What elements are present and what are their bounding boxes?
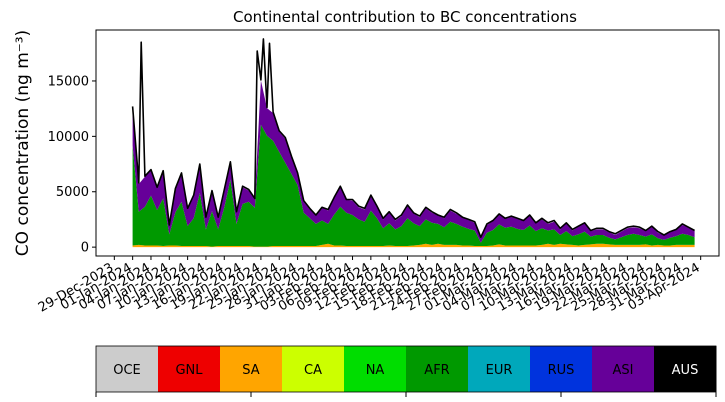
chart-title: Continental contribution to BC concentra… (233, 8, 577, 26)
area-afr (132, 124, 695, 247)
legend-label-gnl: GNL (175, 363, 203, 378)
legend-label-oce: OCE (113, 363, 141, 378)
legend-label-rus: RUS (548, 363, 575, 378)
legend-swatch-afr (406, 346, 469, 392)
legend-swatch-rus (530, 346, 593, 392)
legend-label-sa: SA (242, 363, 259, 378)
legend-swatch-sa (220, 346, 283, 392)
total-line-group (131, 38, 695, 238)
legend-label-afr: AFR (424, 363, 449, 378)
x-axis-ticks: 29-Dec-202301-Jan-202404-Jan-202407-Jan-… (36, 256, 703, 316)
legend-swatch-aus (654, 346, 717, 392)
y-tick-label: 0 (81, 241, 89, 256)
y-tick-label: 5000 (56, 185, 89, 200)
legend-swatch-eur (468, 346, 531, 392)
y-tick-label: 15000 (48, 74, 89, 89)
legend-label-aus: AUS (672, 363, 699, 378)
y-axis-ticks: 0 5000 10000 15000 (48, 74, 96, 256)
legend-swatch-na (344, 346, 407, 392)
legend-label-eur: EUR (486, 363, 513, 378)
y-axis-label: CO concentration (ng m⁻³) (13, 30, 33, 256)
y-tick-label: 10000 (48, 130, 89, 145)
legend-label-na: NA (366, 363, 385, 378)
area-asi (132, 80, 695, 243)
total-line (131, 38, 695, 238)
legend-swatch-oce (96, 346, 159, 392)
stacked-area-group (132, 80, 695, 248)
legend-swatch-ca (282, 346, 345, 392)
legend-swatch-gnl (158, 346, 221, 392)
region-legend-bar: OCE GNL SA CA NA AFR EUR RUS ASI AUS (95, 345, 717, 397)
legend-swatch-asi (592, 346, 655, 392)
area-sa (132, 243, 695, 248)
legend-label-ca: CA (304, 363, 322, 378)
legend-label-asi: ASI (613, 363, 634, 378)
